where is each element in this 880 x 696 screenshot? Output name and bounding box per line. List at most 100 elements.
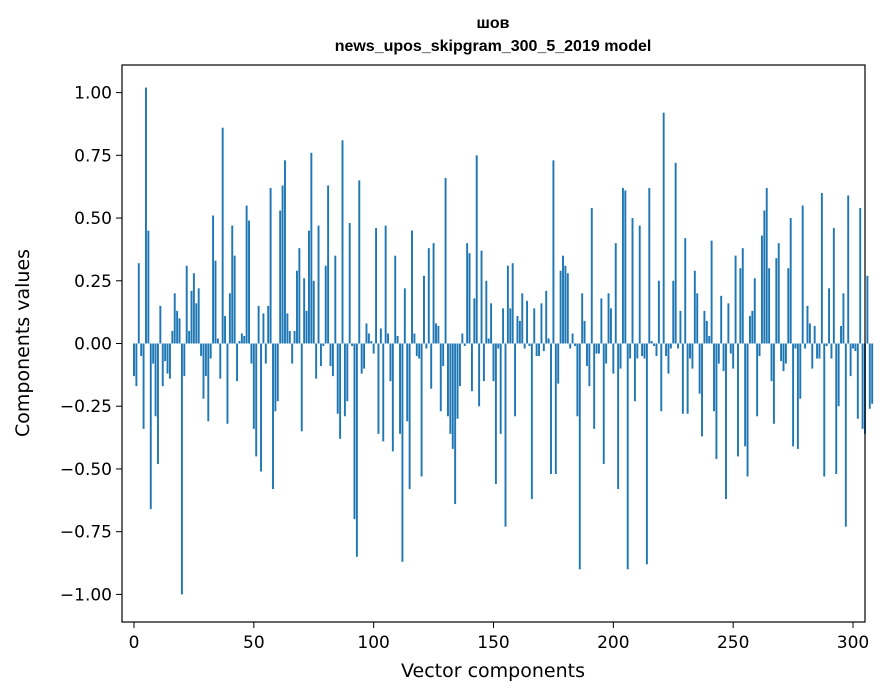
- bar-213: [643, 343, 646, 359]
- bar-201: [614, 243, 617, 344]
- bar-270: [780, 343, 783, 362]
- bar-111: [399, 343, 401, 434]
- bar-123: [427, 248, 430, 344]
- bar-267: [772, 343, 775, 424]
- bar-98: [367, 333, 370, 344]
- bar-258: [751, 310, 754, 344]
- bar-35: [216, 338, 219, 344]
- bar-20: [180, 343, 183, 595]
- bar-282: [808, 323, 811, 344]
- bar-254: [741, 248, 744, 344]
- bar-182: [569, 343, 572, 349]
- bar-300: [852, 343, 854, 349]
- bar-206: [626, 343, 629, 570]
- bar-47: [245, 205, 248, 344]
- x-tick-label: 100: [357, 633, 389, 653]
- bar-269: [777, 243, 780, 344]
- x-tick-label: 150: [477, 633, 509, 653]
- bar-245: [720, 295, 723, 344]
- bar-22: [185, 265, 188, 344]
- bar-125: [432, 243, 435, 344]
- bar-235: [696, 293, 699, 344]
- x-tick-label: 250: [717, 633, 749, 653]
- bar-16: [171, 330, 174, 344]
- bar-205: [624, 190, 627, 344]
- bar-54: [262, 313, 265, 344]
- bar-165: [528, 343, 531, 347]
- bar-278: [799, 343, 802, 399]
- y-tick-label: −1.00: [60, 585, 112, 605]
- bar-56: [267, 305, 270, 344]
- bar-272: [784, 343, 787, 364]
- bar-170: [540, 303, 543, 344]
- bar-44: [238, 340, 241, 344]
- bar-144: [478, 343, 481, 407]
- y-axis-label: Components values: [12, 249, 34, 437]
- bar-117: [413, 333, 416, 344]
- bar-230: [684, 238, 687, 344]
- bar-28: [200, 343, 203, 357]
- bar-136: [458, 343, 461, 387]
- bar-70: [300, 343, 303, 432]
- bar-115: [408, 343, 411, 490]
- bar-251: [734, 255, 737, 344]
- bar-234: [693, 270, 696, 344]
- bar-262: [760, 235, 763, 344]
- bar-63: [284, 160, 286, 344]
- bar-102: [377, 343, 380, 434]
- bar-208: [631, 218, 634, 344]
- y-tick-label: 1.00: [74, 84, 112, 104]
- bar-240: [708, 335, 711, 344]
- x-tick-label: 0: [129, 633, 140, 653]
- bar-218: [655, 343, 658, 357]
- bar-265: [768, 268, 771, 344]
- bar-283: [811, 343, 814, 369]
- bar-250: [732, 343, 735, 369]
- bar-193: [595, 343, 598, 354]
- chart-title: шов: [477, 15, 510, 32]
- bar-121: [423, 275, 425, 344]
- bar-9: [154, 343, 157, 417]
- bar-301: [854, 343, 857, 352]
- bar-43: [236, 343, 239, 382]
- bar-81: [327, 185, 330, 344]
- bar-302: [856, 343, 859, 419]
- bar-174: [550, 343, 552, 474]
- bar-184: [574, 343, 576, 347]
- bar-133: [451, 343, 454, 449]
- bar-222: [665, 343, 668, 357]
- bar-159: [514, 343, 517, 417]
- bar-49: [250, 343, 253, 364]
- bar-0: [133, 343, 135, 377]
- bar-244: [717, 343, 720, 364]
- bar-24: [190, 290, 193, 344]
- bar-299: [849, 343, 852, 377]
- bar-232: [689, 343, 691, 359]
- bar-253: [739, 268, 742, 344]
- bar-261: [758, 343, 761, 357]
- bar-207: [629, 343, 632, 359]
- bar-238: [703, 310, 706, 344]
- bar-246: [722, 343, 725, 372]
- bar-101: [375, 228, 378, 344]
- bar-225: [672, 280, 675, 344]
- bar-268: [775, 258, 778, 344]
- bar-161: [518, 320, 521, 344]
- bar-276: [794, 343, 797, 349]
- bar-77: [317, 225, 320, 344]
- bar-39: [226, 343, 229, 424]
- bar-157: [509, 308, 512, 344]
- bar-141: [470, 343, 473, 392]
- bar-79: [322, 343, 325, 347]
- bar-65: [288, 330, 291, 344]
- bar-153: [499, 343, 502, 434]
- bar-122: [425, 343, 428, 349]
- bar-145: [480, 250, 483, 344]
- bar-239: [705, 320, 708, 344]
- bar-274: [789, 218, 792, 344]
- bar-243: [715, 343, 718, 459]
- y-tick-label: −0.50: [60, 460, 112, 480]
- bar-41: [231, 225, 234, 344]
- bar-241: [710, 240, 713, 344]
